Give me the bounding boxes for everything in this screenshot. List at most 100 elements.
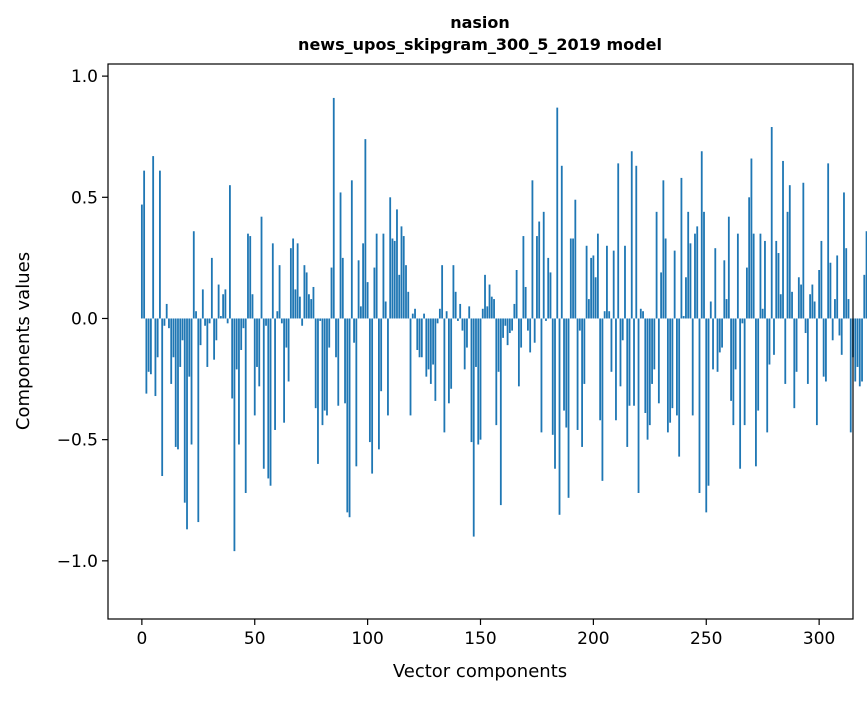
bar (508, 318, 511, 334)
bar (486, 306, 489, 319)
bar (725, 299, 728, 319)
bar (635, 165, 638, 319)
bar (797, 277, 800, 319)
bar (195, 311, 197, 319)
bar (714, 248, 717, 319)
bar (493, 299, 495, 319)
bar (470, 318, 473, 443)
bar (391, 238, 394, 319)
bar (355, 318, 358, 467)
bar (368, 318, 371, 443)
bar (197, 318, 200, 523)
bar (274, 318, 276, 430)
bar (800, 284, 802, 319)
bar (479, 318, 482, 440)
bar (418, 318, 421, 358)
bar (280, 318, 283, 324)
bar (538, 221, 541, 319)
bar (233, 318, 236, 552)
bar (348, 318, 351, 518)
bar (484, 274, 486, 319)
bar (703, 211, 705, 319)
bar (843, 192, 845, 319)
bar (319, 318, 322, 321)
bar (466, 318, 468, 348)
bar (646, 318, 649, 440)
bar (831, 318, 834, 341)
bar (660, 272, 663, 319)
bar (567, 318, 570, 498)
x-tick-label: 150 (464, 629, 496, 649)
bar (592, 255, 595, 319)
bar (529, 318, 532, 353)
bar (827, 163, 830, 319)
bar (298, 296, 301, 319)
bar (463, 318, 466, 370)
bar (628, 318, 631, 406)
bar (353, 318, 355, 343)
bar (576, 318, 579, 430)
bar (574, 199, 577, 319)
bar (226, 318, 229, 324)
bar (547, 257, 550, 319)
bar (396, 209, 398, 319)
bar (375, 233, 378, 319)
bar (249, 236, 252, 319)
bar (520, 318, 523, 348)
bar (258, 318, 261, 387)
bar (283, 318, 285, 423)
bar (599, 318, 602, 421)
bar (177, 318, 179, 450)
bar (811, 284, 814, 319)
bar (366, 282, 369, 319)
bar (556, 107, 559, 319)
bar (820, 240, 823, 319)
bar (524, 286, 527, 319)
bar (551, 318, 554, 435)
bar (533, 318, 536, 343)
bar (253, 318, 256, 416)
bar (732, 318, 735, 426)
bar (657, 318, 660, 404)
bar (856, 318, 859, 367)
bar (709, 301, 712, 319)
bar (301, 318, 304, 326)
bar (314, 318, 317, 409)
bar (748, 197, 751, 319)
bar (231, 318, 234, 399)
bar (305, 272, 308, 319)
bar (813, 301, 816, 319)
x-tick-label: 300 (803, 629, 835, 649)
bar (210, 257, 213, 319)
bar (278, 265, 281, 319)
bar (495, 318, 498, 426)
x-tick-label: 100 (351, 629, 383, 649)
bar (454, 291, 457, 319)
bar (648, 318, 651, 426)
bar (292, 238, 295, 319)
bar (531, 180, 534, 319)
bar (617, 163, 620, 319)
bar (745, 267, 748, 319)
bar (755, 318, 757, 467)
bar (443, 318, 446, 433)
bar (414, 308, 416, 319)
y-tick-label: 0.5 (71, 188, 98, 208)
bar (664, 238, 667, 319)
bar (499, 318, 502, 506)
bar (858, 318, 861, 387)
bar (685, 277, 687, 319)
bar (766, 318, 769, 433)
bar (678, 318, 681, 457)
bar (400, 226, 403, 319)
bar (615, 318, 617, 421)
bar (757, 318, 760, 411)
bar (583, 318, 586, 384)
bar (432, 318, 434, 365)
bar (256, 318, 258, 367)
bar (143, 170, 146, 319)
bar (240, 318, 243, 350)
bar (596, 233, 599, 319)
x-tick-label: 250 (690, 629, 722, 649)
bar (188, 318, 191, 377)
